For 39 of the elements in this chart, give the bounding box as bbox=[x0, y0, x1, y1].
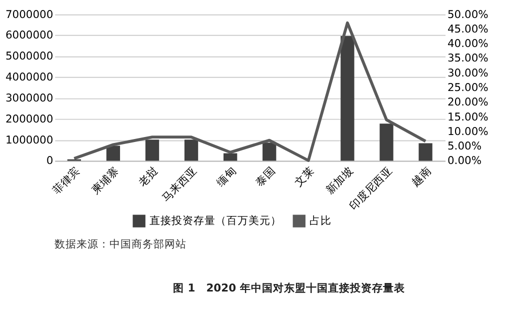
y-tick-label: 5000000 bbox=[5, 50, 54, 63]
x-tick-label: 老挝 bbox=[136, 164, 161, 190]
y2-tick-label: 50.00% bbox=[447, 8, 488, 21]
y2-tick-label: 10.00% bbox=[447, 124, 488, 138]
bar bbox=[380, 124, 394, 161]
bar bbox=[184, 140, 198, 161]
x-tick-label: 新加坡 bbox=[323, 164, 356, 197]
y-tick-label: 6000000 bbox=[5, 28, 54, 42]
y2-tick-label: 15.00% bbox=[447, 110, 488, 124]
x-tick-label: 缅甸 bbox=[214, 164, 239, 190]
bar bbox=[223, 153, 238, 161]
y2-tick-label: 25.00% bbox=[447, 81, 488, 94]
y-tick-label: 3000000 bbox=[5, 91, 54, 104]
legend-label: 直接投资存量（百万美元） bbox=[149, 214, 282, 227]
y-tick-label: 1000000 bbox=[5, 133, 54, 146]
x-tick-label: 马来西亚 bbox=[159, 164, 200, 205]
line-series bbox=[72, 21, 427, 162]
bar bbox=[340, 36, 354, 161]
y2-tick-label: 20.00% bbox=[447, 96, 488, 109]
y-tick-label: 7000000 bbox=[5, 8, 54, 21]
y2-tick-label: 45.00% bbox=[447, 22, 488, 36]
bar bbox=[418, 143, 432, 161]
text: 图 1 2020 年中国对东盟十国直接投资存量表 bbox=[173, 282, 406, 295]
x-tick-label: 柬埔寨 bbox=[89, 164, 122, 197]
bar bbox=[262, 142, 276, 161]
y-tick-label: 2000000 bbox=[5, 112, 54, 126]
y2-tick-label: 35.00% bbox=[447, 52, 488, 65]
x-tick-label: 越南 bbox=[409, 164, 434, 190]
source-note: 数据来源：中国商务部网站 bbox=[54, 238, 187, 251]
bar bbox=[145, 140, 160, 161]
legend-label: 占比 bbox=[309, 214, 332, 227]
y2-tick-label: 5.00% bbox=[447, 140, 482, 153]
y2-tick-label: 0.00% bbox=[447, 154, 482, 168]
y-tick-label: 4000000 bbox=[5, 70, 54, 84]
x-tick-label: 文莱 bbox=[292, 164, 317, 190]
x-tick-label: 泰国 bbox=[252, 164, 278, 190]
bar bbox=[106, 146, 120, 161]
y2-tick-label: 30.00% bbox=[447, 66, 488, 80]
y2-tick-label: 40.00% bbox=[447, 37, 488, 50]
